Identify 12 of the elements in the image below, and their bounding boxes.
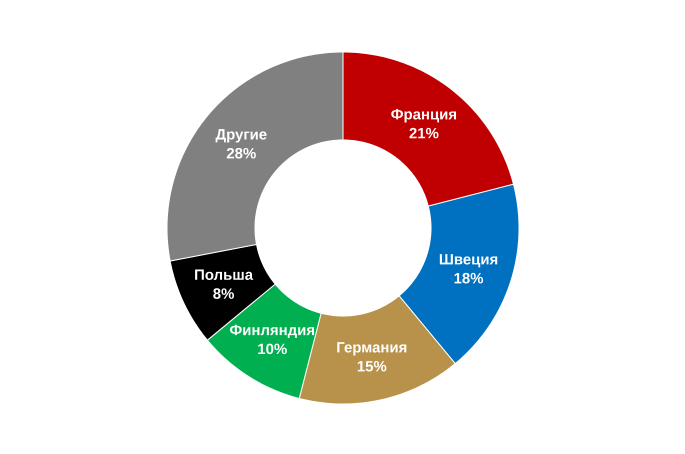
data-label: 10% [258, 344, 287, 354]
data-label: 21% [409, 128, 438, 138]
data-label: 18% [454, 272, 484, 284]
data-label: 8% [213, 288, 234, 299]
data-label: 28% [226, 148, 256, 159]
slice-label: Германия [337, 342, 406, 356]
data-label: 15% [358, 360, 386, 372]
slice-label: Финляндия [230, 324, 314, 338]
slice-label: Другие [216, 129, 267, 143]
slice-label: Швеция [440, 254, 498, 268]
slice-label: Франция [391, 109, 456, 122]
slice-label: Польша [195, 270, 254, 280]
